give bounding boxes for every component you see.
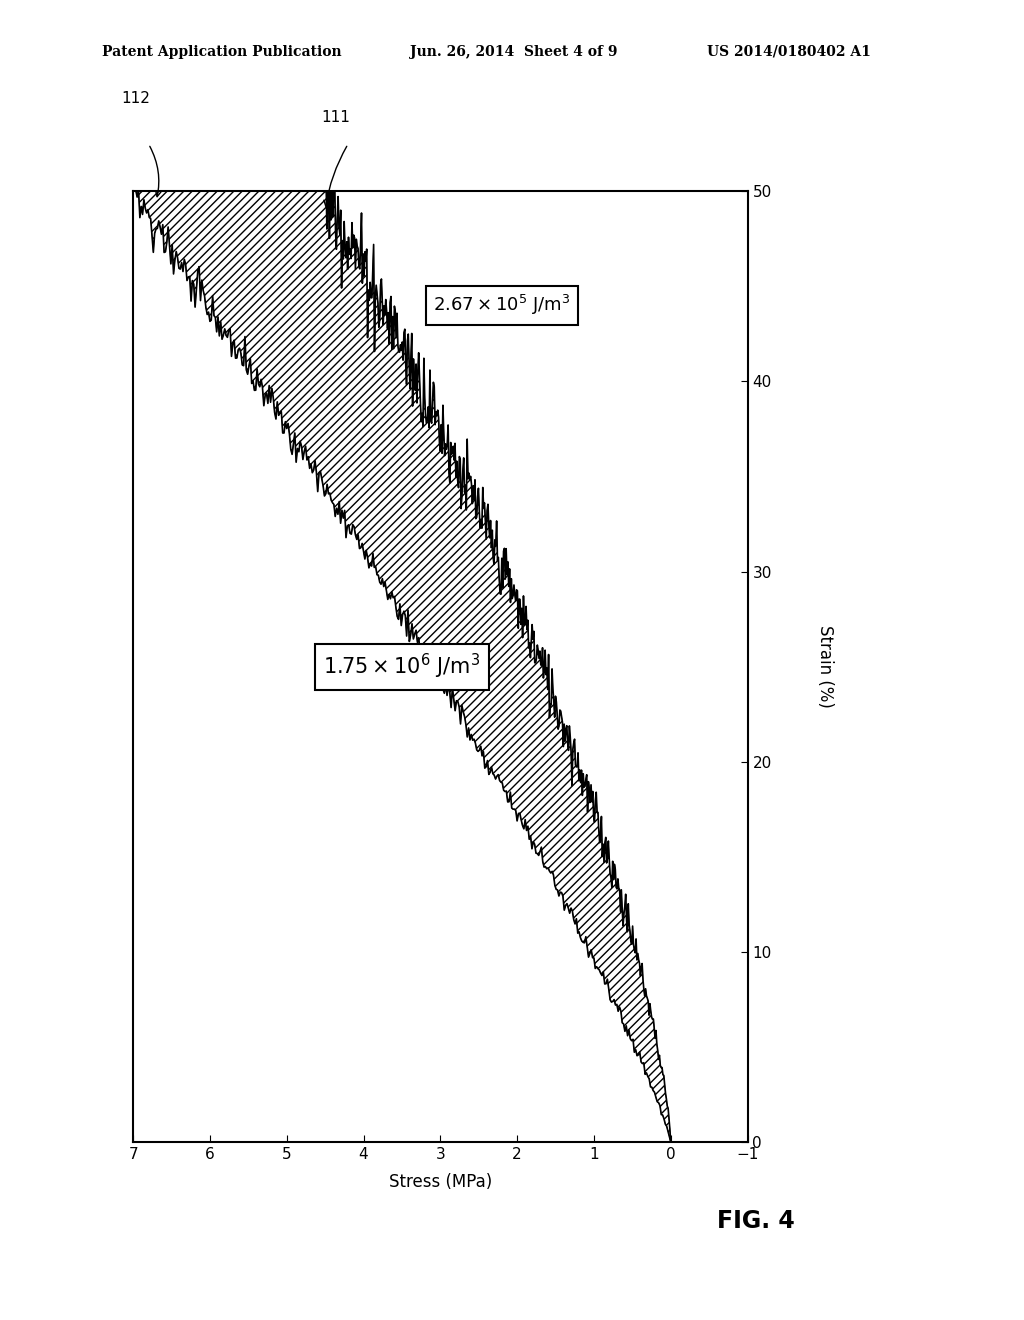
Text: 111: 111: [321, 111, 350, 125]
Text: FIG. 4: FIG. 4: [717, 1209, 795, 1233]
Text: US 2014/0180402 A1: US 2014/0180402 A1: [707, 45, 870, 59]
Polygon shape: [133, 173, 671, 1142]
Text: 112: 112: [121, 91, 151, 106]
Y-axis label: Strain (%): Strain (%): [816, 626, 835, 708]
Text: $2.67 \times 10^{5}$ J/m$^{3}$: $2.67 \times 10^{5}$ J/m$^{3}$: [433, 293, 570, 318]
X-axis label: Stress (MPa): Stress (MPa): [389, 1172, 492, 1191]
Text: $1.75 \times 10^{6}$ J/m$^{3}$: $1.75 \times 10^{6}$ J/m$^{3}$: [324, 652, 480, 681]
Text: Patent Application Publication: Patent Application Publication: [102, 45, 342, 59]
Text: Jun. 26, 2014  Sheet 4 of 9: Jun. 26, 2014 Sheet 4 of 9: [410, 45, 617, 59]
